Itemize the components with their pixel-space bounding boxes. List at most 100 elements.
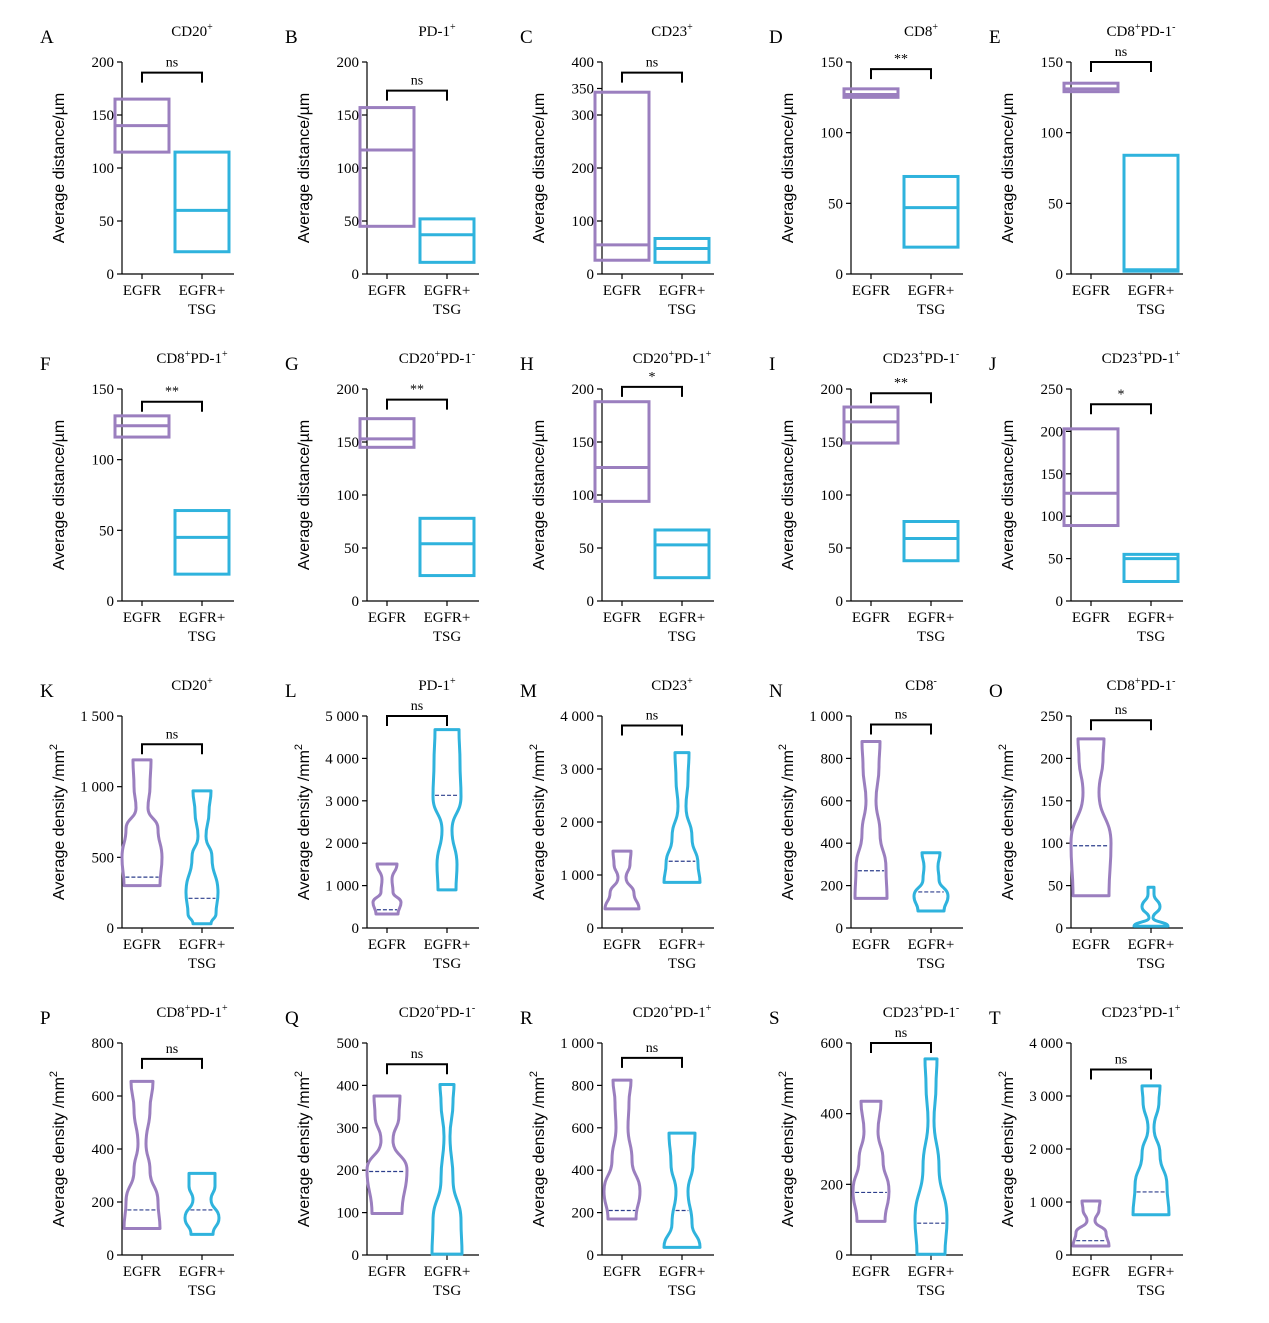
y-tick-label: 2 000 [560,815,594,831]
x-tick-label: EGFR [603,610,641,626]
significance-label: ns [1115,1053,1127,1068]
y-tick-label: 2 000 [1029,1142,1063,1158]
y-tick-label: 50 [828,196,843,212]
x-tick-label: EGFR [603,1264,641,1280]
y-axis-label-text: Average distance/µm [296,420,313,570]
panel-letter: R [520,1008,533,1029]
y-tick-label: 100 [821,488,844,504]
panel-title: CD23+PD-1+ [1102,1003,1181,1021]
panel-title-sup: + [207,22,213,33]
x-tick-label: EGFR [603,283,641,299]
significance-label: * [1118,387,1125,402]
y-tick-label: 250 [1041,382,1064,398]
y-tick-label: 300 [572,108,595,124]
panel-title: PD-1+ [418,676,456,694]
panel-title: CD8+PD-1- [1107,676,1176,694]
y-tick-label: 400 [337,1078,360,1094]
panel-title-second-sup: - [472,1003,475,1014]
y-tick-label: 400 [821,1107,844,1123]
x-tick-label: EGFR [852,283,890,299]
y-tick-label: 100 [1041,126,1064,142]
y-axis-label: Average distance/µm [296,420,313,570]
y-axis-label: Average density /mm2 [997,744,1017,900]
y-axis-label: Average distance/µm [531,420,548,570]
x-tick-label: EGFR [1072,283,1110,299]
y-axis-label-sup: 2 [293,1071,305,1077]
panel-title-second: PD-1 [1143,351,1175,367]
panel-i: I CD23+PD-1- Average distance/µm 0 50 100 150 2… [769,349,963,645]
x-tick-label: TSG [188,1283,217,1299]
panel-title-second: PD-1 [1140,24,1172,40]
y-tick-label: 100 [337,1206,360,1222]
panel-title-sup: + [185,1003,191,1014]
panel-title-main: CD8 [1107,678,1135,694]
x-tick-label: EGFR+ [179,1264,226,1280]
x-tick-label: EGFR+ [659,937,706,953]
violin-egfr [1071,1199,1111,1248]
panel-title-sup: + [1137,349,1143,360]
y-axis-label-text: Average density /mm [296,750,313,900]
panel-title: CD8+ [904,22,938,40]
violin-egfr-tsg [1131,1084,1171,1217]
significance-label: ns [1115,703,1127,718]
panel-title-second: PD-1 [440,1005,472,1021]
y-axis-label-sup: 2 [777,744,789,750]
y-axis-label: Average density /mm2 [997,1071,1017,1227]
panel-title-main: CD8 [905,678,933,694]
panel-letter: D [769,27,783,48]
y-axis-label-text: Average distance/µm [51,420,68,570]
box-egfr-tsg [902,174,960,249]
y-axis-label-text: Average distance/µm [296,93,313,243]
box-egfr-tsg [173,509,231,576]
panel-title-main: CD23 [883,1005,919,1021]
significance-label: ns [411,74,423,89]
x-tick-label: EGFR [368,610,406,626]
y-axis-label: Average density /mm2 [293,744,313,900]
y-tick-label: 400 [92,1142,115,1158]
box-egfr-tsg [173,150,231,254]
x-tick-label: EGFR [368,283,406,299]
significance-bracket [141,400,203,412]
significance-bracket [386,398,448,410]
panel-title-second-sup: - [956,1003,959,1014]
box-egfr-tsg [653,236,711,264]
x-tick-label: TSG [917,956,946,972]
panel-title-main: CD20 [399,351,435,367]
y-axis-label-text: Average distance/µm [780,420,797,570]
y-tick-label: 600 [821,794,844,810]
y-tick-label: 50 [579,541,594,557]
violin-egfr-tsg [662,751,702,884]
panel-title-second: PD-1 [190,1005,222,1021]
x-tick-label: EGFR+ [1128,1264,1175,1280]
y-axis-label-sup: 2 [528,744,540,750]
significance-label: ** [894,52,908,67]
violin-egfr-tsg [183,1171,221,1236]
x-tick-label: EGFR+ [908,937,955,953]
panel-title-main: CD8 [156,1005,184,1021]
panel-letter: A [40,27,54,48]
panel-title-second: PD-1 [924,351,956,367]
x-tick-label: TSG [433,302,462,318]
y-axis-label-text: Average density /mm [780,750,797,900]
significance-label: * [649,370,656,385]
panel-title-sup: + [668,349,674,360]
panel-title-second-sup: - [1172,676,1175,687]
y-tick-label: 800 [572,1078,595,1094]
panel-title-sup: + [207,676,213,687]
y-axis-label-text: Average distance/µm [531,93,548,243]
panel-p: P CD8+PD-1+Average density /mm20200400600… [40,1003,234,1299]
x-tick-label: EGFR+ [659,610,706,626]
y-axis-label: Average density /mm2 [48,744,68,900]
panel-title-main: CD23 [651,678,687,694]
y-tick-label: 150 [1041,467,1064,483]
y-tick-label: 200 [337,382,360,398]
box-egfr-tsg [902,520,960,563]
y-tick-label: 1 000 [560,1036,594,1052]
box-egfr [593,400,651,503]
x-tick-label: EGFR+ [908,1264,955,1280]
box-egfr-tsg [1122,153,1180,273]
panel-title-second-sup: + [1175,349,1181,360]
panel-title-sup: + [919,349,925,360]
x-tick-label: TSG [668,302,697,318]
